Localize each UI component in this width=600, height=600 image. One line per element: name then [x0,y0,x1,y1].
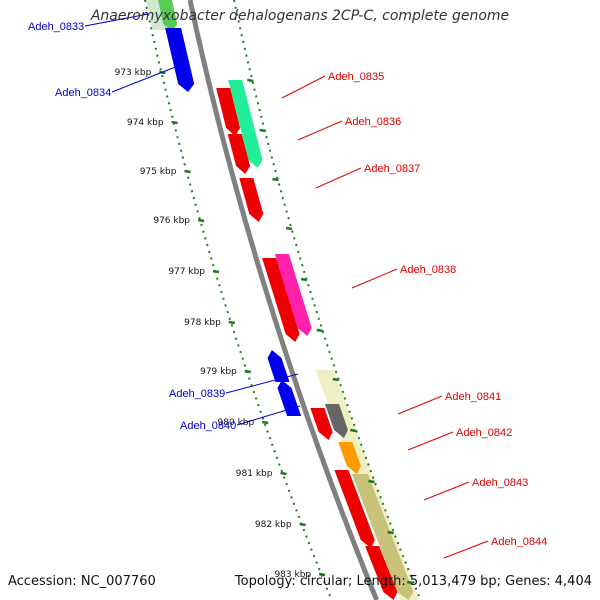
blue-c-feature [267,350,290,382]
red-a-feature [216,88,241,136]
gene-label-adeh_0837: Adeh_0837 [364,163,420,175]
gene-label-adeh_0841: Adeh_0841 [445,391,501,403]
grey-block-feature [325,404,348,438]
backbone [187,0,379,600]
orange-block-feature [338,442,361,474]
gene-label-adeh_0833: Adeh_0833 [28,21,84,33]
tick-label: 974 kbp [127,118,164,128]
tick-label: 979 kbp [200,367,237,377]
red-d-feature [262,258,300,342]
ruler-ticks: 973 kbp 974 kbp 975 kbp 976 kbp 977 kbp 978 k… [115,68,414,585]
gene-labels: Adeh_0833 Adeh_0834 Adeh_0835 Adeh_0836 Adeh… [28,13,547,559]
gene-label-adeh_0844: Adeh_0844 [491,536,547,548]
genome-summary-text: Topology: circular; Length: 5,013,479 bp… [234,574,592,589]
red-c-feature [239,178,264,222]
tick-label: 977 kbp [168,267,205,277]
tick-label: 976 kbp [153,216,190,226]
red-b-feature [227,134,251,174]
top-blue-feature [165,28,195,92]
gene-label-adeh_0843: Adeh_0843 [472,477,528,489]
tick-label: 981 kbp [236,469,273,479]
green-block-feature [228,80,263,168]
gene-label-adeh_0836: Adeh_0836 [345,116,401,128]
map-title: Anaeromyxobacter dehalogenans 2CP-C, com… [90,8,510,24]
red-g-feature [365,546,398,600]
tick-label: 982 kbp [255,520,292,530]
tick-label: 983 kbp [274,570,311,580]
tick-label: 973 kbp [115,68,152,78]
tick-label: 980 kbp [218,418,255,428]
top-green-feature [158,0,178,32]
olive-block-feature [351,474,414,600]
gene-label-adeh_0842: Adeh_0842 [456,427,512,439]
gene-label-adeh_0838: Adeh_0838 [400,264,456,276]
accession-text: Accession: NC_007760 [8,574,156,589]
gene-label-adeh_0840: Adeh_0840 [180,420,236,432]
gene-label-adeh_0835: Adeh_0835 [328,71,384,83]
gene-features [158,0,414,600]
gene-label-adeh_0839: Adeh_0839 [169,388,225,400]
pink-block-feature [274,254,312,336]
red-f-feature [334,470,375,548]
red-e-feature [310,408,333,440]
tick-label: 978 kbp [184,318,221,328]
gene-label-adeh_0834: Adeh_0834 [55,87,111,99]
tick-label: 975 kbp [140,167,177,177]
